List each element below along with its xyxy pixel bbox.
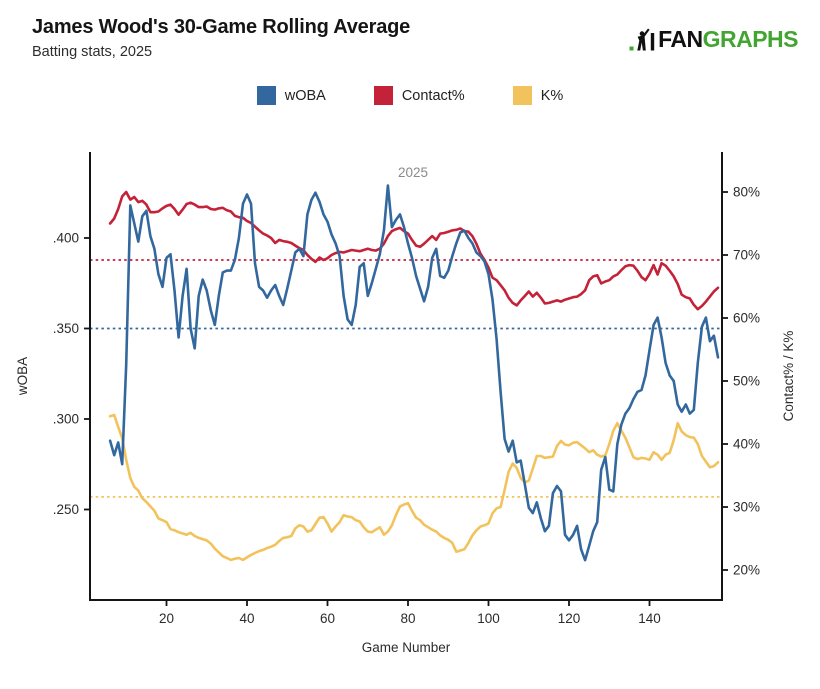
chart-subtitle: Batting stats, 2025: [32, 44, 153, 60]
legend-swatch-woba: [256, 86, 276, 105]
series-line-Contact%: [108, 190, 720, 311]
x-tick-label: 120: [558, 611, 581, 626]
fangraphs-batter-icon: [629, 28, 655, 51]
left-axis-title: wOBA: [15, 357, 30, 396]
x-tick-label: 60: [320, 611, 335, 626]
left-tick-label: .300: [53, 411, 79, 426]
left-tick-label: .400: [53, 230, 79, 245]
series-line-K%: [108, 413, 720, 562]
legend-label-woba: wOBA: [284, 87, 326, 104]
right-tick-label: 80%: [733, 185, 760, 200]
right-tick-label: 50%: [733, 374, 760, 389]
left-tick-label: .350: [53, 321, 79, 336]
x-tick-label: 140: [638, 611, 661, 626]
x-tick-label: 100: [477, 611, 500, 626]
x-tick-label: 80: [400, 611, 415, 626]
legend-swatch-k: [512, 86, 532, 105]
x-tick-label: 40: [239, 611, 254, 626]
legend-label-k: K%: [540, 87, 564, 104]
chart-header: James Wood's 30-Game Rolling Average Bat…: [32, 16, 410, 60]
right-tick-label: 40%: [733, 437, 760, 452]
legend-swatch-contact: [373, 86, 393, 105]
right-tick-label: 70%: [733, 248, 760, 263]
legend-item-woba: wOBA: [256, 86, 326, 105]
legend-item-k: K%: [512, 86, 564, 105]
logo-text-fan: FAN: [658, 26, 703, 52]
chart-legend: wOBA Contact% K%: [0, 86, 820, 105]
fangraphs-logo: FANGRAPHS: [629, 26, 799, 53]
year-annotation: 2025: [398, 165, 428, 180]
chart-plot-area: 20 40 60 80 100 120 140 .250 .300 .350 .400 20% 30% 4…: [53, 152, 760, 626]
right-tick-label: 20%: [733, 563, 760, 578]
x-tick-label: 20: [159, 611, 174, 626]
legend-label-contact: Contact%: [401, 87, 465, 104]
right-tick-label: 30%: [733, 500, 760, 515]
legend-item-contact: Contact%: [373, 86, 465, 105]
right-axis-title: Contact% / K%: [781, 331, 796, 422]
right-tick-label: 60%: [733, 311, 760, 326]
chart-title: James Wood's 30-Game Rolling Average: [32, 16, 411, 38]
left-tick-label: .250: [53, 502, 79, 517]
logo-text: FANGRAPHS: [658, 26, 798, 53]
series-line-wOBA: [108, 184, 720, 562]
x-axis-title: Game Number: [362, 640, 451, 655]
logo-text-graphs: GRAPHS: [702, 26, 799, 52]
